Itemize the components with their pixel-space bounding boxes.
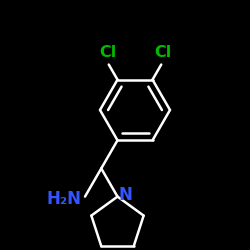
Text: Cl: Cl xyxy=(154,45,171,60)
Text: N: N xyxy=(119,186,132,204)
Text: Cl: Cl xyxy=(99,45,116,60)
Text: H₂N: H₂N xyxy=(46,190,81,208)
